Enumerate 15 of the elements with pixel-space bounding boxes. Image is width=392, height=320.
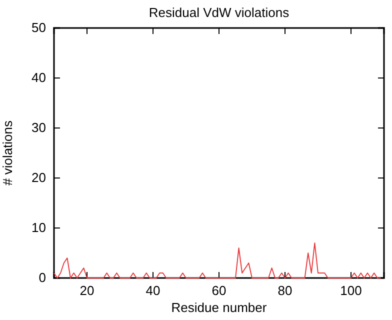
y-tick-label: 0	[38, 270, 46, 286]
x-tick-label: 40	[146, 283, 160, 298]
x-tick-label: 100	[340, 283, 362, 298]
x-tick-label: 20	[80, 283, 94, 298]
line-series	[54, 242, 382, 278]
y-tick-label: 30	[32, 120, 46, 136]
chart-title: Residual VdW violations	[148, 5, 290, 20]
x-tick-label: 80	[278, 283, 292, 298]
y-tick-label: 50	[32, 20, 46, 36]
x-tick-label: 60	[212, 283, 226, 298]
y-tick-label: 40	[32, 70, 46, 86]
y-tick-label: 10	[32, 220, 46, 236]
x-axis-title: Residue number	[171, 300, 268, 315]
y-tick-label: 20	[32, 170, 46, 186]
y-axis-title: # violations	[0, 120, 15, 186]
